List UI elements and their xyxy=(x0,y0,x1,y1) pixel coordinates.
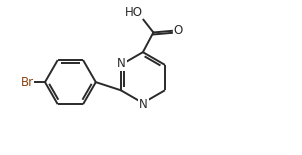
Text: HO: HO xyxy=(125,6,143,18)
Text: O: O xyxy=(173,24,183,37)
Text: Br: Br xyxy=(21,76,34,89)
Text: N: N xyxy=(117,57,125,70)
Text: N: N xyxy=(139,98,148,111)
